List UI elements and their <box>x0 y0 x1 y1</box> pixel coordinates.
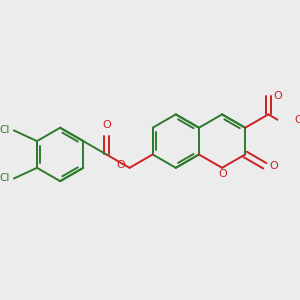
Text: O: O <box>274 91 282 101</box>
Text: O: O <box>269 161 278 171</box>
Text: O: O <box>116 160 125 170</box>
Text: O: O <box>219 169 227 179</box>
Text: Cl: Cl <box>0 173 9 184</box>
Text: O: O <box>102 120 111 130</box>
Text: Cl: Cl <box>0 125 9 135</box>
Text: O: O <box>294 115 300 125</box>
